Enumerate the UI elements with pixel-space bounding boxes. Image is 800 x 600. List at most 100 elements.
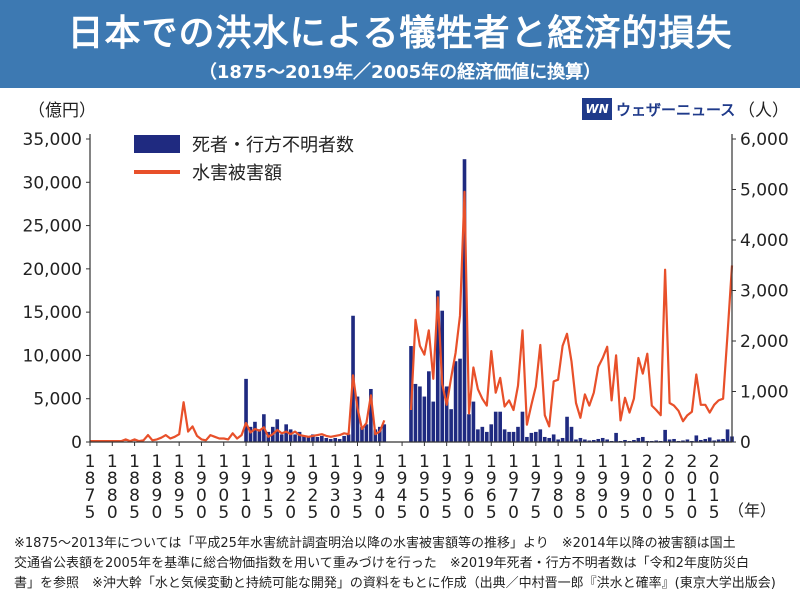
right-axis-unit: （人） <box>738 101 789 121</box>
death-bar <box>471 401 476 442</box>
death-bar <box>337 438 342 442</box>
footnotes: ※1875〜2013年については「平成25年水害統計調査明治以降の水害被害額等の… <box>14 534 790 594</box>
title-banner: 日本での洪水による犠牲者と経済的損失 （1875〜2019年／2005年の経済価… <box>0 0 800 88</box>
legend-line-swatch <box>134 170 180 174</box>
death-bar <box>279 434 284 442</box>
death-bar <box>516 426 520 442</box>
death-bar <box>502 429 507 442</box>
death-bar <box>284 424 288 442</box>
damage-line <box>409 190 734 428</box>
death-bar <box>703 438 708 442</box>
death-bar <box>583 439 587 442</box>
death-bar <box>574 439 578 442</box>
death-bar <box>591 439 596 442</box>
death-bar <box>587 440 592 442</box>
death-bar <box>302 435 306 442</box>
legend-label-damage: 水害被害額 <box>192 163 282 184</box>
logo-mark-icon: WN <box>582 98 612 120</box>
x-axis-label: （年） <box>728 501 776 520</box>
death-bar <box>520 411 525 442</box>
death-bar <box>244 378 248 442</box>
death-bar <box>293 434 297 442</box>
death-bar <box>431 401 436 442</box>
death-bar <box>453 361 458 442</box>
death-bar <box>418 386 422 442</box>
death-bar <box>600 437 605 442</box>
death-bar <box>632 439 636 442</box>
death-bar <box>498 411 502 442</box>
death-bar <box>569 426 574 442</box>
death-bar <box>320 435 324 442</box>
left-axis-tick-label: 0 <box>71 433 82 453</box>
left-axis-tick-label: 30,000 <box>23 173 82 193</box>
death-bar <box>297 431 302 442</box>
death-bar <box>476 429 480 442</box>
death-bar <box>578 437 583 442</box>
death-bar <box>364 424 369 442</box>
death-bar <box>672 438 676 442</box>
death-bar <box>605 439 609 442</box>
death-bar <box>525 436 529 442</box>
right-axis-tick-label: 2,000 <box>740 332 789 352</box>
legend-item-deaths: 死者・行方不明者数 <box>134 130 354 158</box>
death-bar <box>596 438 601 442</box>
death-bar <box>311 434 315 442</box>
death-bar <box>725 429 730 442</box>
chart-title: 日本での洪水による犠牲者と経済的損失 <box>67 13 733 54</box>
chart-subtitle: （1875〜2019年／2005年の経済価値に換算） <box>198 62 602 83</box>
death-bar <box>253 421 257 442</box>
footnote-line: 交通省公表額を2005年を基準に総合物価指数を用いて重みづけを行った ※2019… <box>14 556 749 571</box>
death-bar <box>493 411 498 442</box>
right-axis-tick-label: 4,000 <box>740 231 789 251</box>
death-bar <box>360 426 364 442</box>
death-bar <box>377 426 382 442</box>
logo-text: ウェザーニュース <box>616 100 736 119</box>
death-bar <box>614 432 618 442</box>
legend-item-damage: 水害被害額 <box>134 158 354 186</box>
death-bar <box>382 424 387 442</box>
death-bar <box>663 429 667 442</box>
left-axis-tick-label: 15,000 <box>23 303 82 323</box>
footnote-line: 書」を参照 ※沖大幹「水と気候変動と持続可能な開発」の資料をもとに作成（出典／中… <box>14 576 776 591</box>
death-bar <box>716 439 721 442</box>
death-bar <box>422 396 427 442</box>
death-bar <box>248 426 253 442</box>
left-axis-unit: （億円） <box>28 101 96 121</box>
death-bar <box>413 383 418 442</box>
death-bar <box>667 439 672 442</box>
death-bar <box>511 431 516 442</box>
right-axis-tick-label: 1,000 <box>740 383 789 403</box>
death-bar <box>685 439 690 442</box>
right-axis-tick-label: 5,000 <box>740 181 789 201</box>
death-bar <box>373 429 378 442</box>
death-bar <box>560 437 565 442</box>
death-bar <box>315 436 320 442</box>
death-bar <box>458 358 462 442</box>
death-bar <box>346 434 351 442</box>
damage-line <box>90 374 386 443</box>
death-bar <box>257 429 262 442</box>
death-bar <box>551 434 556 442</box>
death-bar <box>449 409 453 442</box>
